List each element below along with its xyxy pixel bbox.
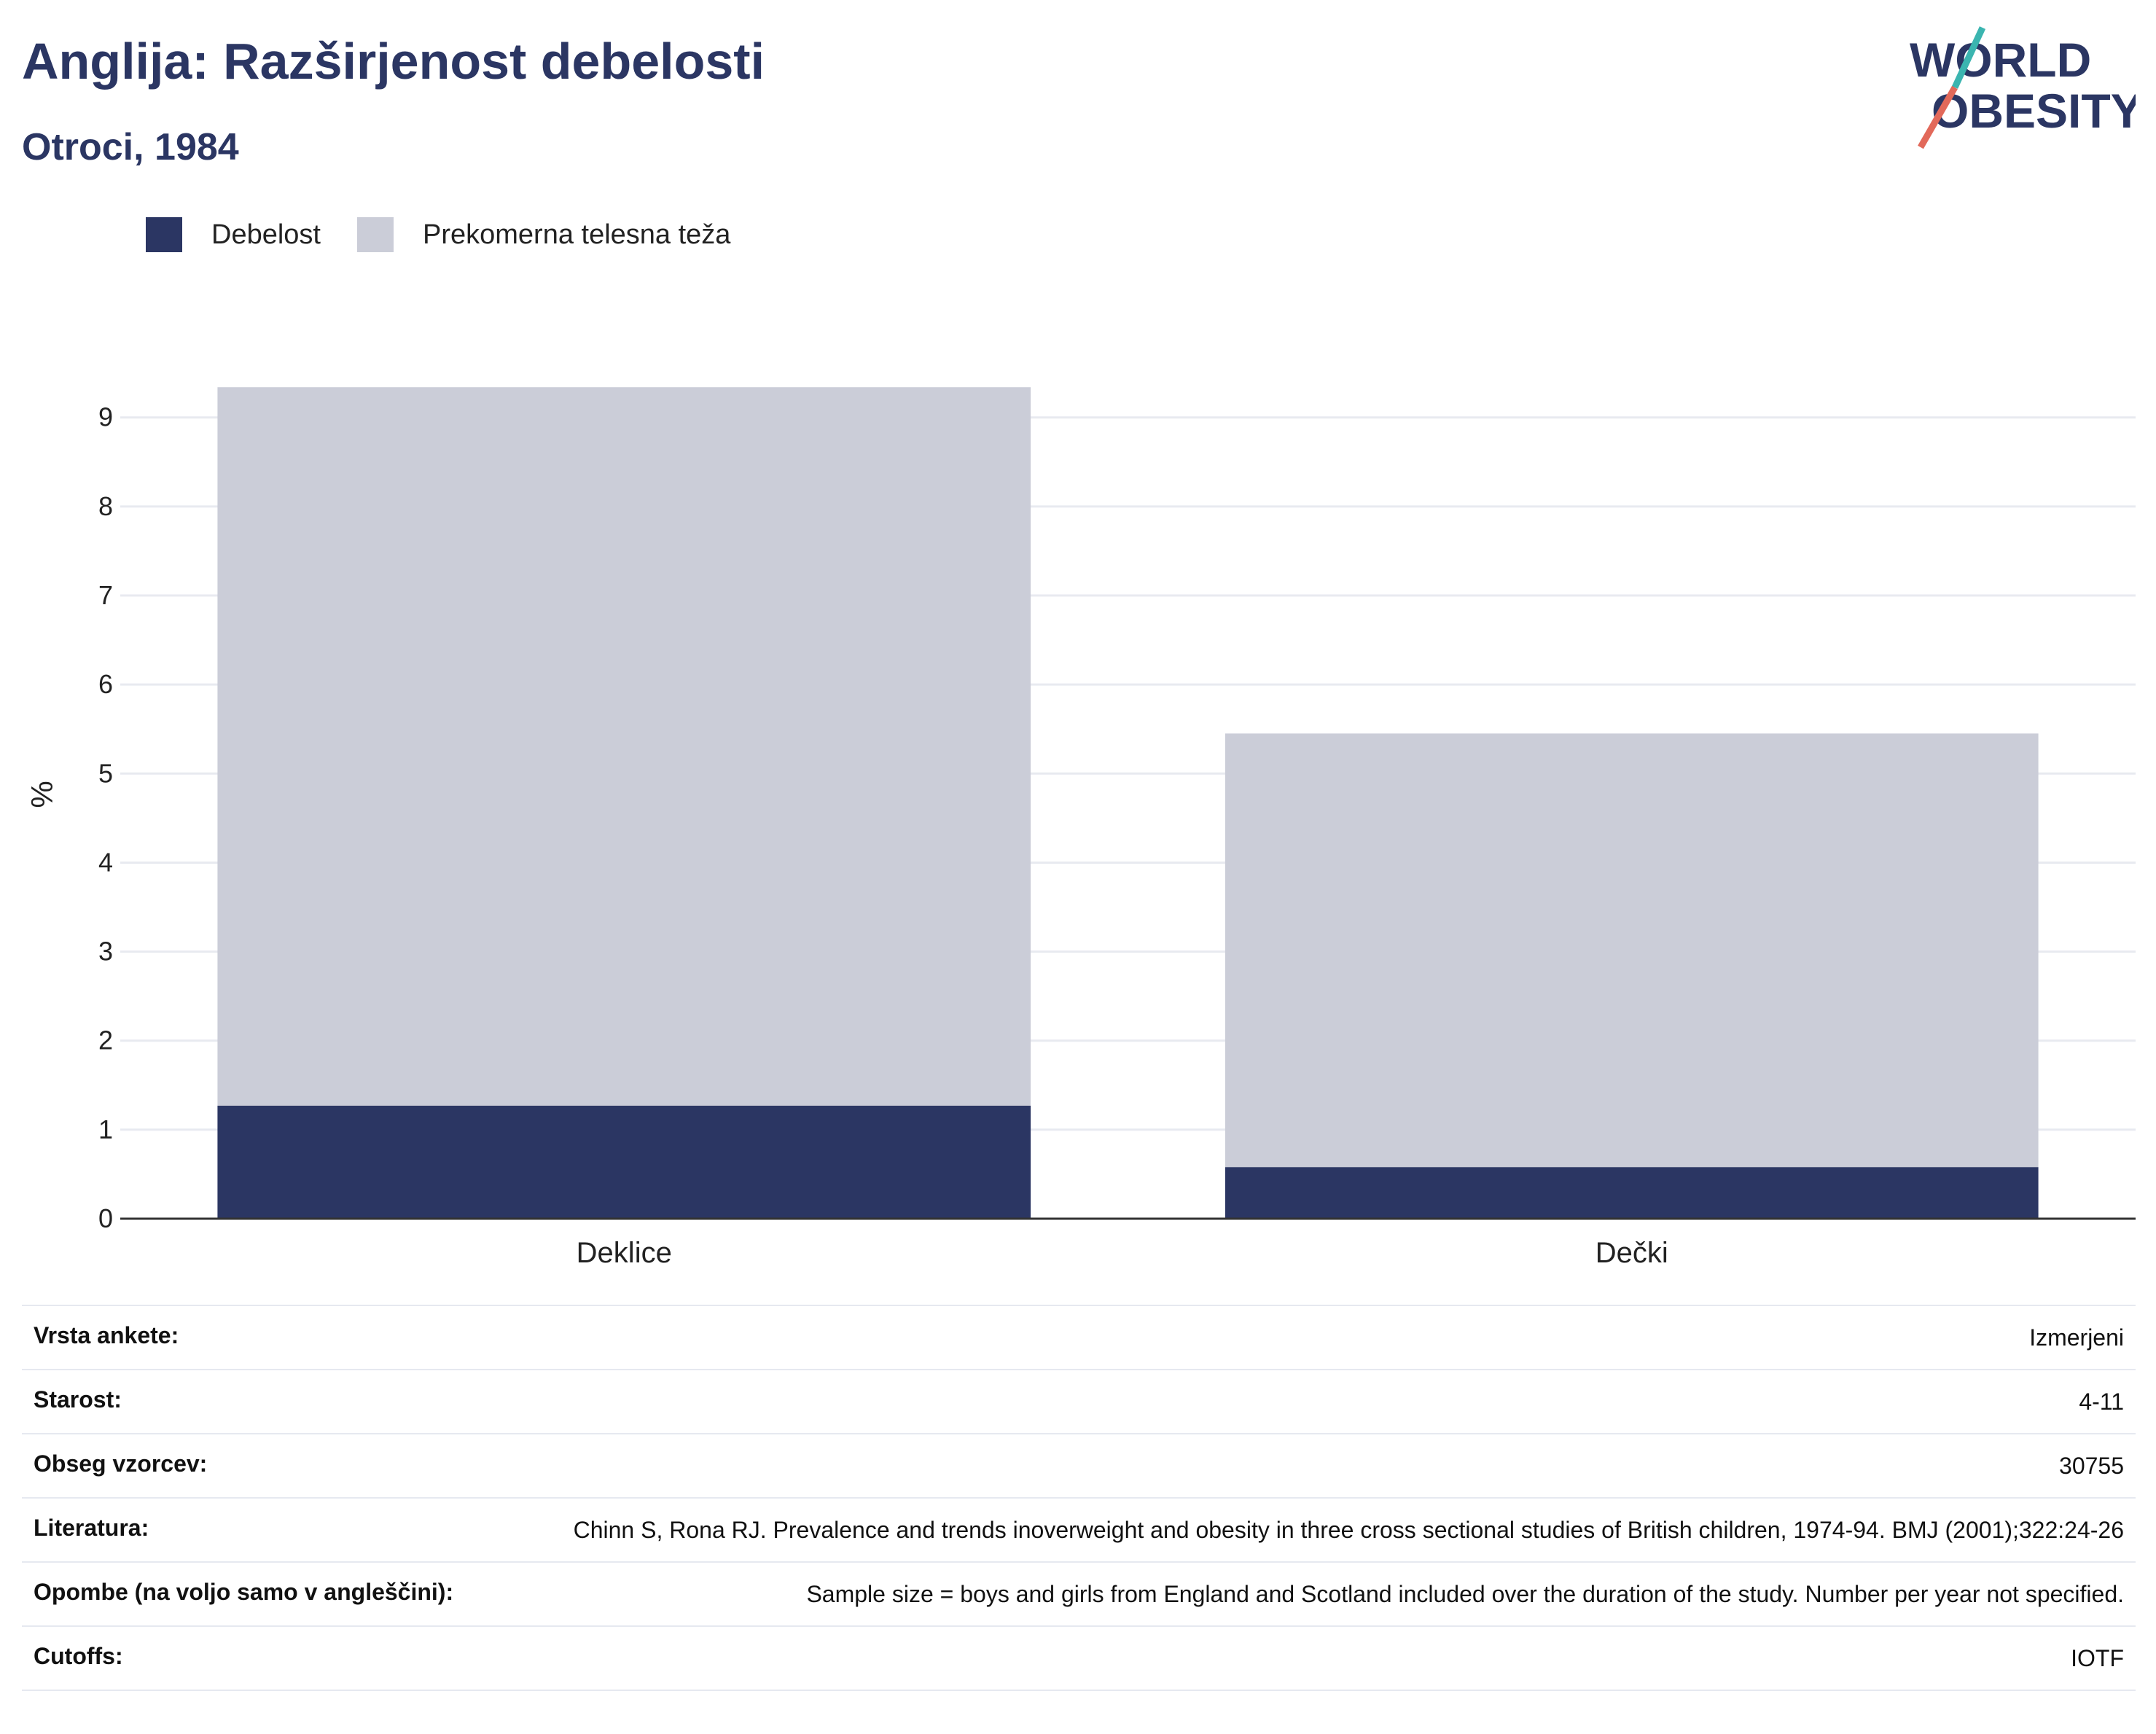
meta-label: Literatura: [22,1498,555,1563]
meta-label: Opombe (na voljo samo v angleščini): [22,1562,555,1627]
meta-row: Opombe (na voljo samo v angleščini): Samp… [22,1562,2136,1627]
y-axis-label: % [25,781,59,808]
y-tick-label: 1 [98,1114,113,1144]
page-title: Anglija: Razširjenost debelosti [22,33,765,90]
meta-row: Obseg vzorcev: 30755 [22,1434,2136,1499]
y-tick-label: 8 [98,491,113,521]
x-tick-label: Dečki [1595,1237,1668,1269]
y-tick-label: 9 [98,402,113,432]
legend-label-overweight: Prekomerna telesna teža [422,219,731,250]
meta-row: Cutoffs: IOTF [22,1626,2136,1691]
legend-swatch-overweight [356,217,394,252]
logo-slash-teal [1951,26,1986,89]
y-tick-label: 2 [98,1026,113,1055]
stacked-bar-chart: 0 1 2 3 4 5 6 7 8 9 Deklice Dečki% [25,387,2136,1269]
y-tick-label: 0 [98,1203,113,1233]
legend-label-obesity: Debelost [211,219,321,250]
y-tick-label: 6 [98,669,113,699]
meta-label: Cutoffs: [22,1626,555,1691]
logo-text-world: WORLD [1910,33,2091,87]
bar-overweight-0[interactable] [217,387,1031,1106]
bar-obesity-1[interactable] [1225,1167,2039,1219]
meta-row: Vrsta ankete: Izmerjeni [22,1305,2136,1370]
meta-label: Vrsta ankete: [22,1305,555,1370]
y-tick-label: 5 [98,758,113,788]
meta-label: Starost: [22,1370,555,1434]
meta-value: Chinn S, Rona RJ. Prevalence and trends … [555,1498,2136,1563]
meta-value: 30755 [555,1434,2136,1499]
logo-text-obesity: OBESITY [1932,84,2136,138]
legend-item-obesity[interactable]: Debelost [146,217,321,252]
y-tick-label: 3 [98,937,113,966]
bar-overweight-1[interactable] [1225,733,2039,1168]
legend-swatch-obesity [146,217,182,252]
meta-row: Literatura: Chinn S, Rona RJ. Prevalence … [22,1498,2136,1563]
page-subtitle: Otroci, 1984 [22,126,239,168]
y-tick-label: 4 [98,847,113,877]
survey-details-table: Vrsta ankete: Izmerjeni Starost: 4-11 Obseg … [22,1305,2136,1691]
world-obesity-logo: WORLD OBESITY [1910,26,2136,149]
bar-obesity-0[interactable] [217,1105,1031,1219]
legend-item-overweight[interactable]: Prekomerna telesna teža [356,217,731,252]
logo-slash-coral [1918,85,1958,149]
meta-row: Starost: 4-11 [22,1370,2136,1434]
y-tick-label: 7 [98,580,113,610]
x-tick-label: Deklice [577,1237,672,1269]
meta-value: Sample size = boys and girls from Englan… [555,1562,2136,1627]
meta-label: Obseg vzorcev: [22,1434,555,1499]
chart-legend: Debelost Prekomerna telesna teža [146,217,767,252]
meta-value: Izmerjeni [555,1305,2136,1370]
meta-value: 4-11 [555,1370,2136,1434]
meta-value: IOTF [555,1626,2136,1691]
